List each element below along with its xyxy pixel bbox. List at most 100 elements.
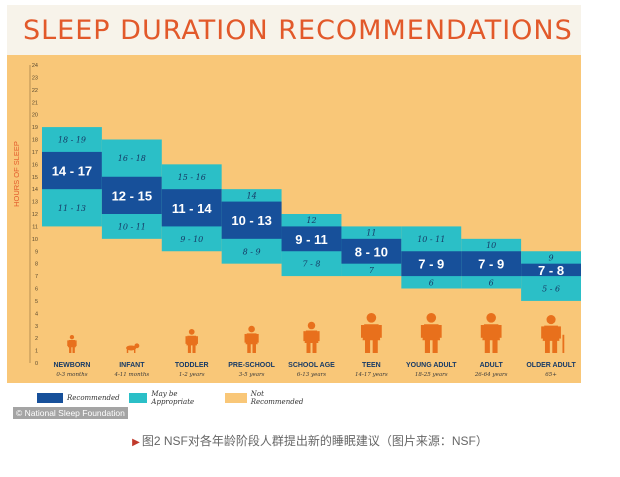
lower-range-label: 10 - 11 bbox=[118, 222, 146, 231]
figure-left-leg bbox=[424, 339, 430, 353]
y-tick-label: 24 bbox=[32, 63, 38, 69]
recommended-range-label: 11 - 14 bbox=[172, 201, 213, 216]
upper-range-label: 10 bbox=[486, 241, 496, 250]
crawler-body bbox=[126, 345, 137, 351]
age-group-column: 10 7 - 9 6 ADULT 26-64 years bbox=[461, 238, 522, 378]
figure-right-arm bbox=[378, 325, 382, 338]
category-age-label: 65+ bbox=[545, 372, 557, 378]
infant-crawling-icon bbox=[126, 343, 140, 353]
legend-swatch-recommended bbox=[37, 393, 63, 403]
figure-right-arm bbox=[256, 333, 259, 343]
legend-item-appropriate: May be Appropriate bbox=[129, 390, 202, 406]
age-group-column: 12 9 - 11 7 - 8 SCHOOL AGE 6-13 years bbox=[281, 214, 342, 378]
lower-range-label: 5 - 6 bbox=[542, 285, 560, 294]
lower-range-label: 6 bbox=[429, 278, 434, 287]
figure-torso bbox=[245, 333, 258, 345]
category-age-label: 4-11 months bbox=[113, 372, 149, 378]
y-tick-label: 15 bbox=[32, 175, 38, 181]
recommended-bar bbox=[521, 263, 581, 277]
recommended-bar bbox=[161, 189, 222, 227]
y-tick-label: 3 bbox=[35, 324, 38, 330]
figure-left-arm bbox=[185, 336, 188, 344]
y-tick-label: 22 bbox=[32, 88, 38, 94]
figure-right-leg bbox=[312, 342, 317, 353]
figure-right-leg bbox=[552, 340, 558, 353]
figure-right-leg bbox=[492, 339, 498, 353]
figure-left-arm bbox=[420, 325, 425, 338]
figure-torso bbox=[422, 324, 441, 341]
figure-head bbox=[546, 315, 556, 325]
y-tick-label: 19 bbox=[32, 125, 38, 131]
sleep-chart-figure: 0 1 2 3 4 5 6 7 8 9 10 11 12 13 14 15 16 17 18 19 20 21 22 23 24… bbox=[7, 5, 581, 420]
category-label: ADULT bbox=[480, 362, 504, 369]
age-group-column: 14 10 - 13 8 - 9 PRE-SCHOOL 3-5 years bbox=[221, 189, 282, 378]
y-tick-label: 0 bbox=[35, 361, 38, 367]
figure-torso bbox=[67, 340, 76, 348]
category-label: PRE-SCHOOL bbox=[228, 362, 275, 369]
recommended-bar bbox=[281, 226, 342, 252]
recommended-range-label: 9 - 11 bbox=[295, 232, 328, 247]
figure-torso bbox=[362, 324, 381, 341]
category-age-label: 14-17 years bbox=[355, 372, 388, 378]
figure-torso bbox=[304, 330, 319, 344]
figure-caption: ▶ 图2 NSF对各年龄阶段人群提出新的睡眠建议（图片来源：NSF） bbox=[0, 432, 620, 449]
recommended-range-label: 14 - 17 bbox=[52, 164, 92, 179]
figure-head bbox=[486, 313, 496, 323]
legend-label-not-recommended: Not Recommended bbox=[250, 390, 304, 406]
category-label: TEEN bbox=[362, 362, 381, 369]
age-group-column: 18 - 19 14 - 17 11 - 13 NEWBORN 0-3 months bbox=[42, 127, 102, 378]
category-age-label: 18-25 years bbox=[415, 372, 448, 378]
young-adult-icon bbox=[420, 313, 442, 353]
crawler-arm bbox=[133, 349, 136, 353]
lower-range-label: 8 - 9 bbox=[243, 247, 261, 256]
figure-head bbox=[248, 325, 255, 333]
figure-right-arm bbox=[557, 326, 561, 339]
figure-left-arm bbox=[67, 340, 69, 347]
figure-head bbox=[69, 335, 75, 340]
y-tick-label: 17 bbox=[32, 150, 38, 156]
walking-cane bbox=[562, 334, 565, 353]
recommended-range-label: 7 - 9 bbox=[478, 257, 504, 272]
recommended-bar bbox=[401, 251, 462, 277]
upper-range-label: 18 - 19 bbox=[58, 136, 86, 145]
upper-range-label: 14 bbox=[247, 191, 257, 200]
chart-plot: 0123456789101112131415161718192021222324… bbox=[7, 5, 581, 420]
upper-range-label: 15 - 16 bbox=[178, 173, 206, 182]
upper-range-label: 10 - 11 bbox=[417, 235, 445, 244]
figure-right-leg bbox=[72, 346, 75, 353]
recommended-range-label: 10 - 13 bbox=[231, 213, 271, 228]
y-tick-label: 23 bbox=[32, 75, 38, 81]
y-tick-label: 11 bbox=[32, 224, 38, 230]
age-group-column: 15 - 16 11 - 14 9 - 10 TODDLER 1-2 years bbox=[161, 164, 222, 378]
figure-right-arm bbox=[498, 325, 502, 338]
legend-swatch-not-recommended bbox=[225, 393, 247, 403]
figure-left-arm bbox=[360, 325, 365, 338]
caption-arrow-icon: ▶ bbox=[132, 437, 140, 448]
teen-icon bbox=[360, 313, 382, 353]
upper-range-label: 11 bbox=[366, 229, 376, 238]
figure-left-leg bbox=[69, 346, 72, 353]
figure-torso bbox=[482, 324, 500, 341]
recommended-bar bbox=[221, 201, 282, 239]
y-tick-label: 1 bbox=[35, 349, 38, 355]
y-tick-label: 18 bbox=[32, 138, 38, 144]
figure-head bbox=[426, 313, 437, 323]
preschool-child-icon bbox=[244, 325, 259, 353]
figure-left-leg bbox=[247, 343, 251, 353]
legend-item-not-recommended: Not Recommended bbox=[225, 390, 308, 406]
y-tick-label: 10 bbox=[32, 237, 38, 243]
recommended-bar bbox=[341, 238, 402, 264]
upper-range-label: 12 bbox=[306, 216, 316, 225]
adult-icon bbox=[480, 313, 502, 353]
figure-right-arm bbox=[75, 340, 77, 347]
category-label: TODDLER bbox=[175, 362, 209, 369]
category-age-label: 3-5 years bbox=[239, 372, 265, 378]
figure-right-leg bbox=[192, 344, 196, 353]
y-tick-label: 20 bbox=[32, 113, 38, 119]
age-group-column: 10 - 11 7 - 9 6 YOUNG ADULT 18-25 years bbox=[401, 226, 462, 378]
legend-label-appropriate: May be Appropriate bbox=[151, 390, 195, 406]
y-axis-title: HOURS OF SLEEP bbox=[12, 141, 21, 207]
upper-range-label: 16 - 18 bbox=[118, 154, 146, 163]
category-age-label: 1-2 years bbox=[179, 372, 205, 378]
category-age-label: 0-3 months bbox=[56, 372, 87, 378]
